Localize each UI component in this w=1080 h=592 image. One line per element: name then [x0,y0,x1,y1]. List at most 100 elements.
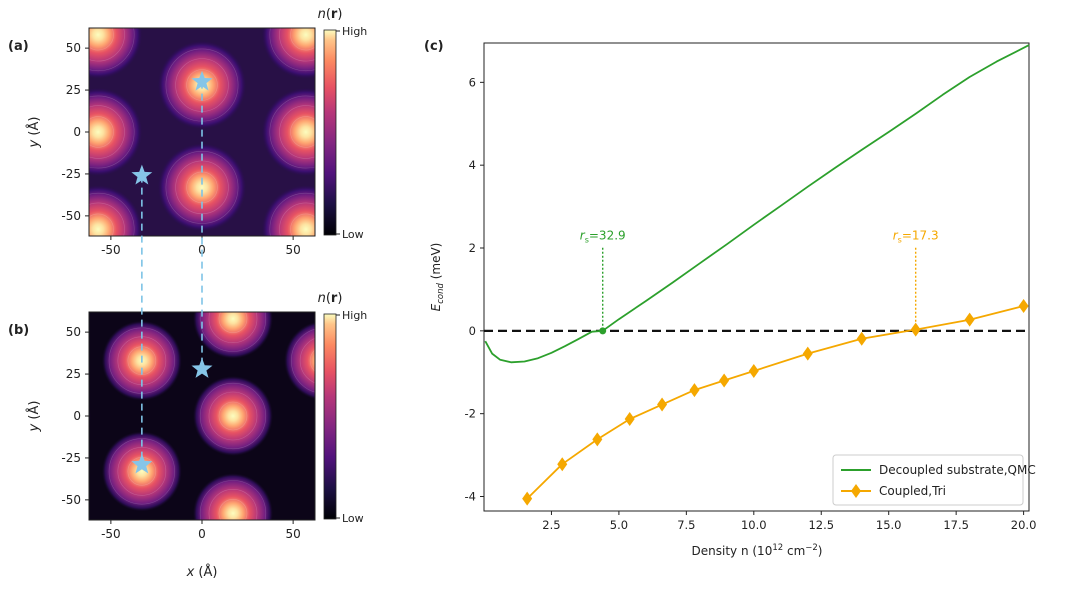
density-maximum [261,88,315,176]
contour-ring [89,116,114,148]
contour-ring [208,312,258,344]
x-tick-label: 0 [198,527,206,541]
contour-ring [117,447,167,496]
contour-ring [218,312,248,334]
contour-ring [108,438,175,505]
contour-ring [299,338,315,384]
contour-ring [269,95,315,169]
contour-ring [89,28,114,51]
annotation-label: rs=32.9 [580,229,626,245]
density-maximum [261,185,315,236]
density-maximum [192,376,273,456]
c-x-tick-label: 2.5 [542,518,560,532]
contour-ring [89,95,135,169]
panel-a-ylabel: y (Å) [26,117,42,149]
y-tick-label: -50 [61,493,81,507]
panel-c-axes [483,42,1030,512]
density-maximum [89,28,143,79]
y-tick-label: 50 [66,41,81,55]
contour-ring [279,105,315,159]
c-y-tick-label: -2 [465,407,476,421]
c-y-tick-label: -4 [465,490,476,504]
stars [131,70,213,474]
panel-b-colorbar-title: n(r) [318,291,343,306]
data-point [802,346,813,361]
data-point [592,432,603,447]
contour-ring [269,192,315,236]
panel-b-ylabel: y (Å) [26,401,42,433]
c-y-tick-label: 2 [469,241,476,255]
legend: Decoupled substrate,QMC Coupled,Tri [832,454,1036,506]
data-point [624,412,635,427]
star-marker [131,164,153,185]
y-tick-label: 50 [66,325,81,339]
contour-ring [290,116,315,148]
y-tick-label: 0 [73,409,81,423]
star-connectors [141,81,203,465]
density-maximum [284,321,315,400]
series-line-0 [484,44,1030,364]
c-x-tick-label: 10.0 [741,518,767,532]
legend-label-qmc: Decoupled substrate,QMC [879,463,1036,477]
panel-c: (c) 2.5 5.0 7.5 10.0 12.5 15.0 17.5 20.0 6 4 2 0 -2 -… [424,39,1036,558]
contour-ring [199,480,267,520]
panel-a-colorbar-low: Low [342,228,364,241]
data-point [689,383,700,398]
legend-label-tri: Coupled,Tri [879,484,946,498]
panel-a-colorbar-high: High [342,25,367,38]
panel-b-colorbar [323,313,337,520]
panel-b-xlabel: x (Å) [186,564,218,580]
c-x-tick-label: 5.0 [610,518,628,532]
panel-b-colorbar-high: High [342,309,367,322]
annotation-label: rs=17.3 [893,229,939,245]
x-tick-label: 50 [285,527,300,541]
contour-ring [199,312,267,352]
contour-ring [279,202,315,236]
contour-ring [89,213,114,236]
annotation-point [599,327,607,335]
contour-ring [89,192,135,236]
contour-ring [279,28,315,62]
y-tick-label: 25 [66,367,81,381]
contour-ring [89,105,125,159]
y-tick-label: -25 [61,451,81,465]
contour-ring [290,28,315,51]
panel-b: (b) -50 0 50 50 25 0 -25 -50 y (Å) x (Å) n(r) H… [8,291,367,580]
data-point [964,312,975,327]
c-x-tick-label: 20.0 [1011,518,1037,532]
density-maximum [158,143,246,232]
panel-c-xlabel: Density n (1012 cm−2) [692,543,823,558]
density-maximum [192,312,273,359]
panel-a-colorbar [323,29,337,236]
c-x-tick-label: 12.5 [808,518,834,532]
contour-ring [218,401,248,431]
star-marker [191,70,213,91]
density-maximum [101,431,182,512]
contour-ring [89,28,125,62]
y-tick-label: -50 [61,209,81,223]
panel-a-label: (a) [8,39,29,54]
density-maximum [261,28,315,79]
panel-c-ylabel: Econd (meV) [429,243,446,312]
contour-ring [218,498,248,520]
density-maximum [89,88,143,176]
c-x-tick-label: 17.5 [943,518,969,532]
legend-marker-tri [851,484,861,498]
contour-ring [269,28,315,72]
data-point [1018,298,1029,313]
y-tick-label: 25 [66,83,81,97]
contour-ring [208,391,258,441]
data-point [719,373,730,388]
panel-b-label: (b) [8,323,29,338]
x-tick-label: -50 [101,527,121,541]
data-point [522,491,533,506]
c-x-tick-label: 15.0 [876,518,902,532]
star-marker [131,453,153,474]
panel-b-colorbar-low: Low [342,512,364,525]
panel-a-colorbar-title: n(r) [318,7,343,22]
x-tick-label: 50 [285,243,300,257]
contour-ring [199,382,267,450]
contour-ring [89,28,135,72]
